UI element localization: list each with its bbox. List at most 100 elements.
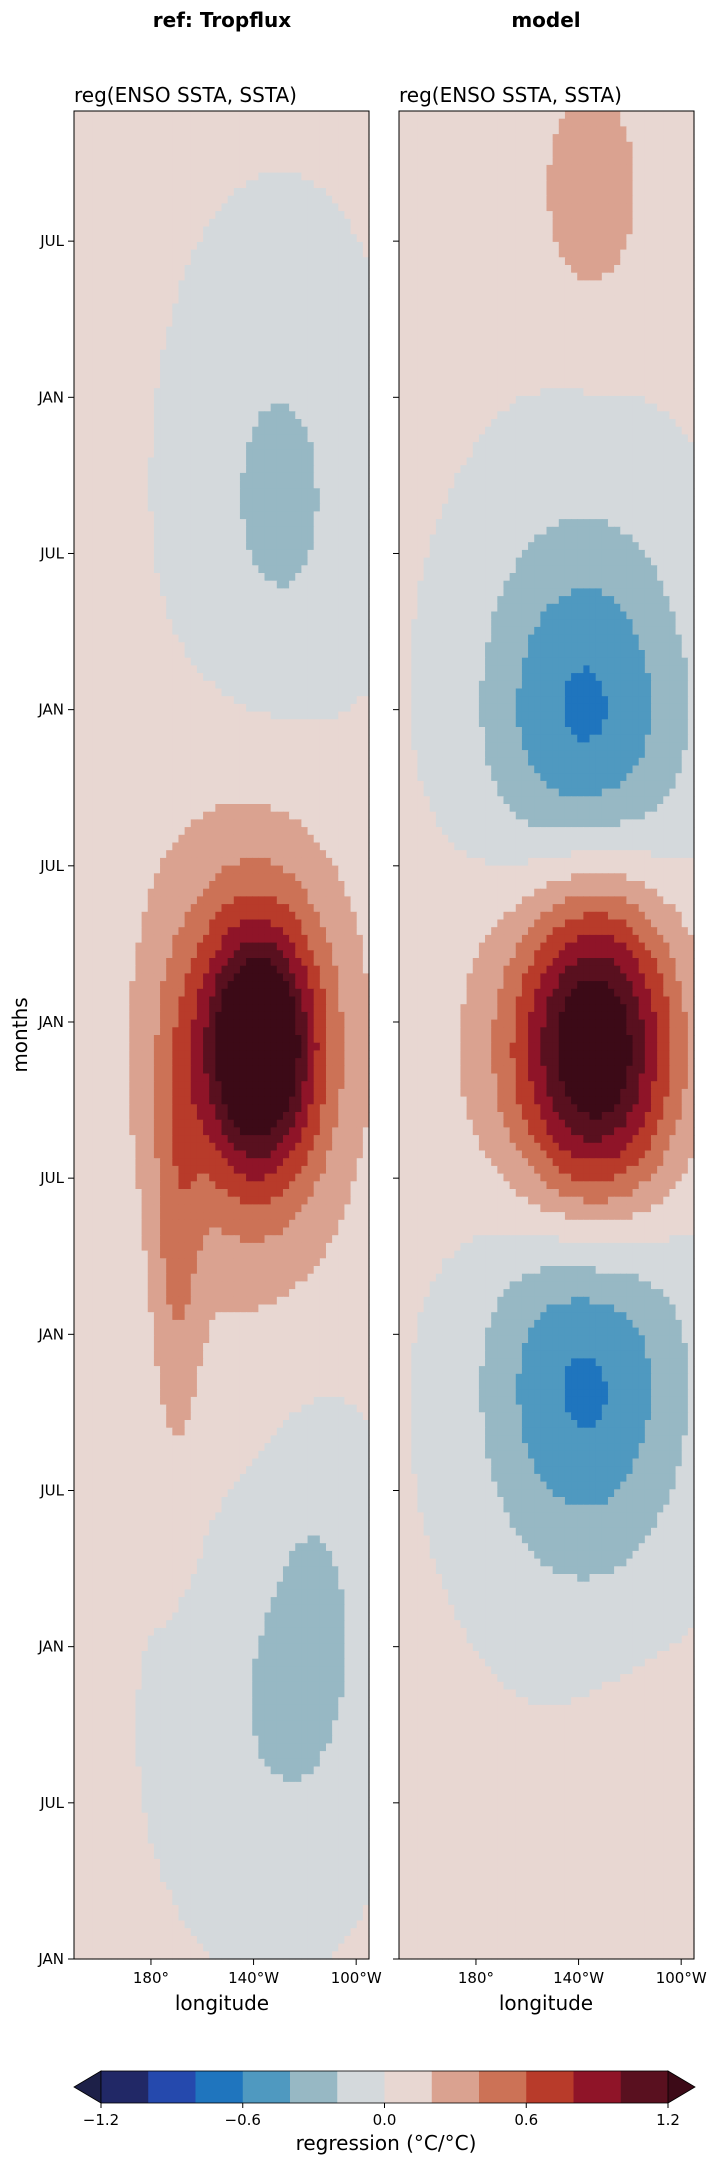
contour-cell [233,688,241,697]
contour-cell [264,334,272,343]
contour-cell [270,873,278,882]
contour-cell [166,488,173,497]
contour-cell [319,750,327,759]
contour-cell [160,819,167,828]
contour-cell [252,257,259,266]
contour-cell [123,288,130,297]
contour-cell [215,873,223,882]
contour-cell [184,750,192,759]
contour-cell [86,203,94,212]
contour-cell [147,311,155,320]
contour-cell [215,234,223,243]
contour-cell [74,311,81,320]
contour-cell [332,557,339,566]
contour-cell [184,272,192,281]
contour-cell [295,588,302,597]
contour-cell [160,118,167,127]
contour-cell [110,164,118,174]
contour-cell [239,534,247,543]
contour-cell [196,696,204,705]
contour-cell [276,742,284,751]
contour-cell [350,288,358,297]
contour-cell [233,711,241,720]
contour-cell [350,765,358,774]
contour-cell [104,188,112,197]
contour-cell [86,365,94,374]
contour-cell [209,573,216,582]
contour-cell [135,357,143,366]
contour-cell [325,873,333,882]
contour-cell [80,650,87,659]
contour-cell [172,488,180,497]
contour-cell [172,526,180,536]
contour-cell [227,411,235,420]
contour-cell [203,257,210,266]
contour-cell [252,226,259,235]
contour-cell [80,372,87,382]
contour-cell [92,295,100,305]
contour-cell [282,226,290,235]
contour-cell [135,442,143,451]
contour-cell [295,249,302,258]
contour-cell [92,149,100,158]
contour-cell [80,881,87,890]
contour-cell [92,719,100,728]
contour-cell [153,703,161,713]
contour-cell [307,881,315,890]
contour-cell [147,619,155,628]
contour-cell [147,457,155,466]
contour-cell [141,211,149,220]
contour-cell [153,865,161,874]
contour-cell [92,696,100,705]
contour-cell [270,149,278,158]
contour-cell [289,365,296,374]
contour-cell [184,265,192,274]
contour-cell [203,434,210,443]
contour-cell [332,896,339,905]
contour-cell [332,388,339,397]
contour-cell [117,557,124,566]
contour-cell [301,211,309,220]
contour-cell [350,680,358,690]
contour-cell [215,426,223,435]
contour-cell [356,634,364,643]
contour-cell [92,688,100,697]
contour-cell [246,665,253,674]
contour-cell [344,457,352,466]
contour-cell [104,596,112,605]
contour-cell [147,742,155,751]
contour-cell [98,796,106,805]
contour-cell [147,411,155,420]
contour-cell [307,773,315,782]
contour-cell [74,811,81,820]
contour-cell [350,218,358,228]
contour-cell [325,226,333,235]
contour-cell [80,141,87,151]
contour-cell [147,203,155,212]
contour-cell [307,249,315,258]
contour-cell [258,203,266,212]
contour-cell [166,480,173,489]
contour-cell [117,388,124,397]
contour-cell [325,904,333,913]
contour-cell [153,211,161,220]
contour-cell [135,534,143,543]
contour-cell [104,696,112,705]
contour-cell [227,149,235,158]
contour-cell [301,480,309,489]
contour-cell [350,688,358,697]
contour-cell [184,372,192,382]
contour-cell [289,211,296,220]
contour-cell [233,757,241,767]
contour-cell [123,757,130,767]
contour-cell [264,888,272,897]
contour-cell [203,611,210,620]
contour-cell [135,873,143,882]
contour-cell [227,280,235,289]
contour-cell [147,372,155,382]
contour-cell [153,311,161,320]
contour-cell [166,619,173,628]
contour-cell [252,773,259,782]
contour-cell [123,496,130,505]
contour-cell [86,788,94,797]
